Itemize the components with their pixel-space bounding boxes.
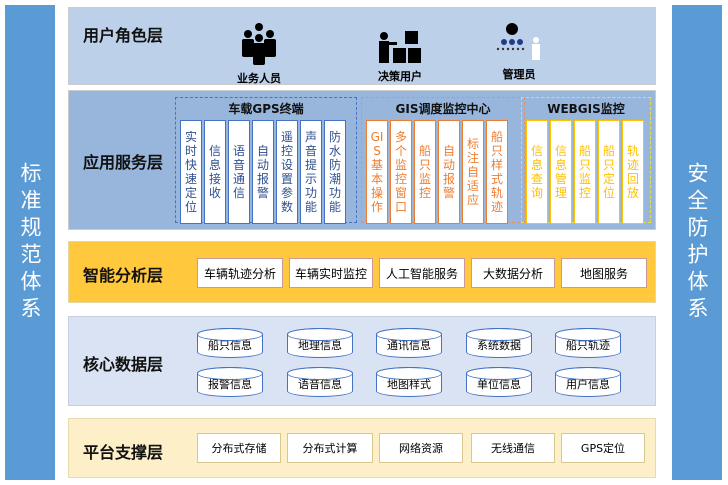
layer-title: 用户角色层 bbox=[83, 26, 164, 45]
function-item: 语音通信 bbox=[228, 120, 250, 224]
role-admin: 管理员 bbox=[484, 22, 554, 82]
function-item: 自动报警 bbox=[438, 120, 460, 224]
data-store: 系统数据 bbox=[466, 328, 532, 358]
platform-item: 分布式存储 bbox=[197, 433, 281, 463]
function-item: 防水防潮功能 bbox=[324, 120, 346, 224]
function-item: 船只定位 bbox=[598, 120, 620, 224]
function-item: 自动报警 bbox=[252, 120, 274, 224]
user-role-layer: 用户角色层 业务人员 决策用户 管理员 bbox=[68, 7, 656, 85]
role-business: 业务人员 bbox=[224, 22, 294, 86]
data-store: 用户信息 bbox=[555, 367, 621, 397]
role-decision: 决策用户 bbox=[365, 28, 435, 84]
platform-item: GPS定位 bbox=[561, 433, 645, 463]
role-label: 业务人员 bbox=[237, 72, 281, 85]
group-title: WEBGIS监控 bbox=[547, 102, 625, 116]
data-store: 船只信息 bbox=[197, 328, 263, 358]
core-data-layer: 核心数据层 船只信息 地理信息 通讯信息 系统数据 船只轨迹报警信息 语音信息 地图样式 单位… bbox=[68, 316, 656, 406]
analysis-item: 大数据分析 bbox=[471, 258, 555, 288]
function-item: 遥控设置参数 bbox=[276, 120, 298, 224]
platform-support-layer: 平台支撑层 分布式存储 分布式计算 网络资源 无线通信 GPS定位 bbox=[68, 418, 656, 478]
data-store: 船只轨迹 bbox=[555, 328, 621, 358]
function-item: 信息接收 bbox=[204, 120, 226, 224]
function-item: 信息管理 bbox=[550, 120, 572, 224]
function-item: 船只样式轨迹 bbox=[486, 120, 508, 224]
gps-terminal-group: 车载GPS终端 实时快速定位 信息接收 语音通信 自动报警 遥控设置参数 声音提示功能 防水… bbox=[175, 97, 357, 224]
function-item: 船只监控 bbox=[574, 120, 596, 224]
data-store: 通讯信息 bbox=[376, 328, 442, 358]
data-store: 单位信息 bbox=[466, 367, 532, 397]
decision-user-icon bbox=[379, 31, 421, 63]
webgis-group: WEBGIS监控 信息查询 信息管理 船只监控 船只定位 轨迹回放 bbox=[521, 97, 651, 224]
analysis-item: 人工智能服务 bbox=[379, 258, 465, 288]
platform-item: 网络资源 bbox=[379, 433, 463, 463]
layer-title: 核心数据层 bbox=[83, 355, 164, 374]
function-item: 声音提示功能 bbox=[300, 120, 322, 224]
application-service-layer: 应用服务层 车载GPS终端 实时快速定位 信息接收 语音通信 自动报警 遥控设置参数 声音… bbox=[68, 90, 656, 230]
smart-analysis-layer: 智能分析层 车辆轨迹分析 车辆实时监控 人工智能服务 大数据分析 地图服务 bbox=[68, 241, 656, 303]
platform-item: 无线通信 bbox=[471, 433, 555, 463]
function-item: 实时快速定位 bbox=[180, 120, 202, 224]
group-title: 车载GPS终端 bbox=[228, 102, 304, 116]
function-item: 多个监控窗口 bbox=[390, 120, 412, 224]
layer-title: 应用服务层 bbox=[83, 153, 164, 172]
gis-dispatch-group: GIS调度监控中心 GIS基本操作 多个监控窗口 船只监控 自动报警 标注自适应 船只样式… bbox=[361, 97, 525, 224]
admin-network-icon bbox=[496, 23, 540, 60]
function-item: 轨迹回放 bbox=[622, 120, 644, 224]
standards-system-bar: 标准规范体系 bbox=[5, 5, 55, 480]
platform-item: 分布式计算 bbox=[287, 433, 373, 463]
data-store: 地理信息 bbox=[287, 328, 353, 358]
function-item: 标注自适应 bbox=[462, 120, 484, 224]
role-label: 决策用户 bbox=[378, 70, 422, 83]
function-item: 信息查询 bbox=[526, 120, 548, 224]
analysis-item: 车辆轨迹分析 bbox=[197, 258, 283, 288]
analysis-item: 地图服务 bbox=[561, 258, 647, 288]
function-item: 船只监控 bbox=[414, 120, 436, 224]
layer-title: 智能分析层 bbox=[83, 266, 164, 285]
layer-title: 平台支撑层 bbox=[83, 443, 164, 462]
group-title: GIS调度监控中心 bbox=[395, 102, 491, 116]
data-store: 报警信息 bbox=[197, 367, 263, 397]
data-store: 语音信息 bbox=[287, 367, 353, 397]
security-system-bar: 安全防护体系 bbox=[672, 5, 722, 480]
data-store: 地图样式 bbox=[376, 367, 442, 397]
group-people-icon bbox=[242, 23, 276, 65]
function-item: GIS基本操作 bbox=[366, 120, 388, 224]
analysis-item: 车辆实时监控 bbox=[289, 258, 373, 288]
role-label: 管理员 bbox=[502, 68, 536, 81]
